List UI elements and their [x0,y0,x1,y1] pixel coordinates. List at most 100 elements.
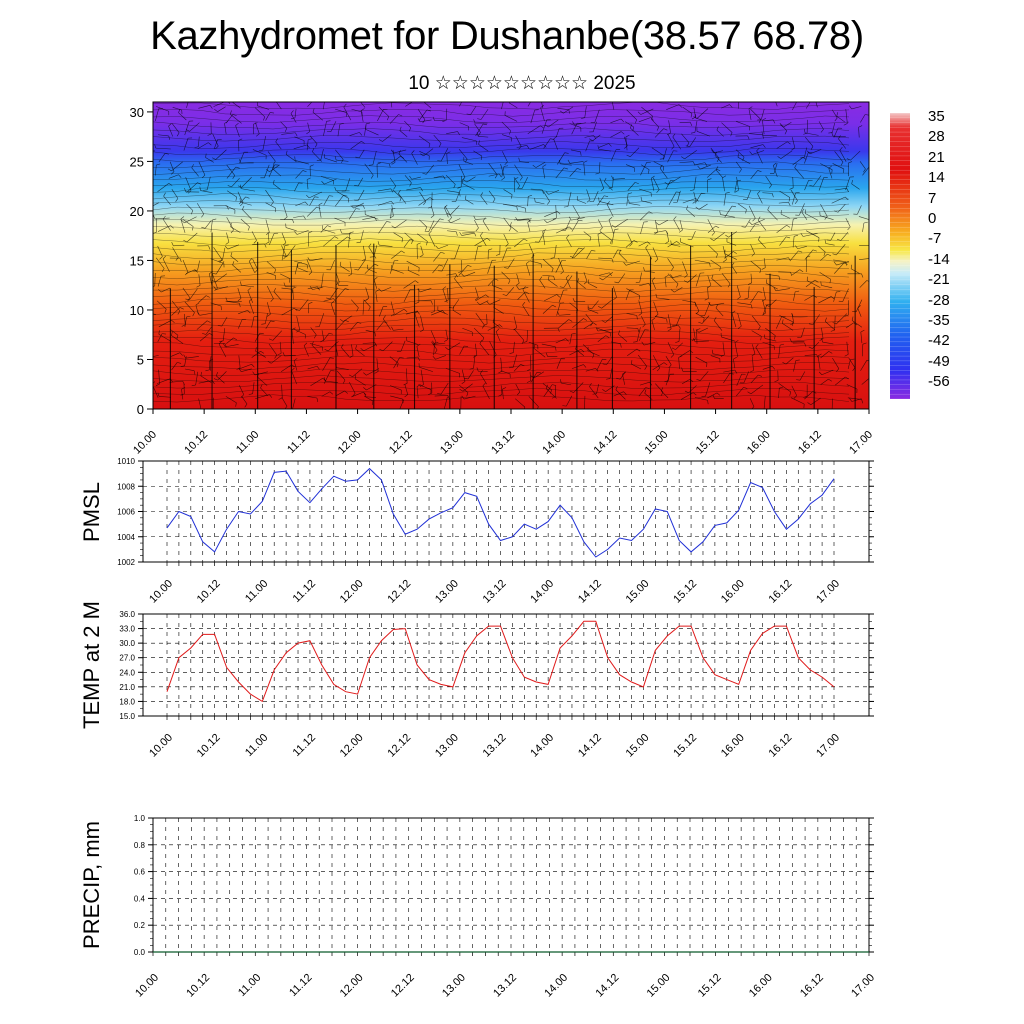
wind-barb-flag [430,215,435,218]
wind-barb [399,130,408,137]
wind-barb [318,313,325,327]
wind-barb-flag [762,134,764,139]
wind-barb [172,247,179,258]
wind-barb-flag [761,267,766,270]
wind-barb [679,350,690,358]
wind-barb-flag [533,344,536,349]
wind-barb [351,344,354,356]
wind-barb-flag [461,273,465,277]
wind-barb [565,277,571,289]
wind-barb-flag [553,136,557,140]
wind-barb [605,316,613,323]
wind-barb [676,190,681,203]
wind-barb [252,382,255,394]
wind-barb [710,355,720,359]
wind-barb [158,333,172,342]
x-tick-label: 17.00 [847,429,875,457]
wind-barb [458,148,468,160]
wind-barb [238,196,246,205]
wind-barb [272,168,282,177]
wind-barb-flag [644,389,647,394]
y-tick-label: 0.2 [134,921,146,930]
wind-barb-flag [628,192,633,195]
wind-barb [857,205,862,215]
wind-barb-flag [679,229,683,233]
x-tick-label: 10.00 [147,732,175,760]
isotherm-line [153,238,850,247]
wind-barb [530,372,538,383]
wind-barb-flag [390,313,395,317]
wind-barb [213,247,223,260]
wind-barb [378,106,389,117]
wind-barb [271,355,282,364]
wind-barb [323,195,330,206]
wind-barb [335,288,346,300]
wind-barb [230,226,241,233]
wind-barb [860,331,863,344]
wind-barb-flag [391,326,394,331]
wind-barb [252,149,267,156]
wind-barb [721,273,731,285]
wind-barb [240,218,250,227]
wind-barb [566,237,572,247]
wind-barb [809,149,822,155]
wind-barb-flag [375,289,380,292]
wind-barb [251,231,257,241]
wind-barb [543,191,550,202]
wind-barb-flag [238,138,243,141]
wind-barb-flag [847,226,851,231]
wind-barb [750,170,758,180]
wind-barb [168,174,179,179]
wind-barb [837,203,846,213]
wind-barb-flag [455,273,459,278]
wind-barb-flag [614,228,619,231]
temp-axis-title: TEMP at 2 M [79,601,104,729]
wind-barb-flag [167,168,172,172]
wind-barb-flag [354,268,359,271]
wind-barb-flag [686,205,689,210]
wind-barb-flag [263,116,266,121]
wind-barb [599,201,614,206]
wind-barb [157,183,169,193]
wind-barb-flag [709,262,711,267]
wind-barb [557,107,569,111]
wind-barb [157,245,163,257]
wind-barb-flag [589,237,592,242]
wind-barb [708,244,718,255]
x-tick-label: 13.00 [433,578,461,606]
wind-barb [845,109,848,124]
wind-barb [321,391,331,397]
wind-barb [247,290,254,303]
wind-barb-flag [354,185,359,187]
wind-barb [533,348,546,358]
wind-barb-flag [716,392,721,396]
wind-barb [257,105,270,110]
wind-barb-flag [845,376,849,380]
wind-barb-flag [157,392,160,397]
wind-barb-flag [567,159,571,164]
wind-barb-flag [492,198,496,203]
wind-barb [667,314,672,330]
wind-barb-flag [650,117,654,121]
y-tick-label: 20 [130,204,144,219]
wind-barb-flag [230,229,234,234]
wind-barb [461,369,466,382]
wind-barb [836,261,850,266]
wind-barb-flag [767,206,770,211]
wind-barb [585,140,590,152]
wind-barb [376,321,384,331]
wind-barb [171,189,179,199]
wind-barb [158,153,166,163]
wind-barb-flag [326,297,331,300]
wind-barb-flag [306,194,310,199]
wind-barb [389,177,397,187]
wind-barb-flag [213,286,217,290]
wind-barb-flag [422,172,427,175]
wind-barb [226,166,237,179]
wind-barb [334,194,344,207]
wind-barb-flag [466,113,471,116]
wind-barb-flag [168,123,172,127]
wind-barb [238,319,243,329]
y-tick-label: 21.0 [119,683,135,692]
wind-barb-flag [655,293,658,298]
